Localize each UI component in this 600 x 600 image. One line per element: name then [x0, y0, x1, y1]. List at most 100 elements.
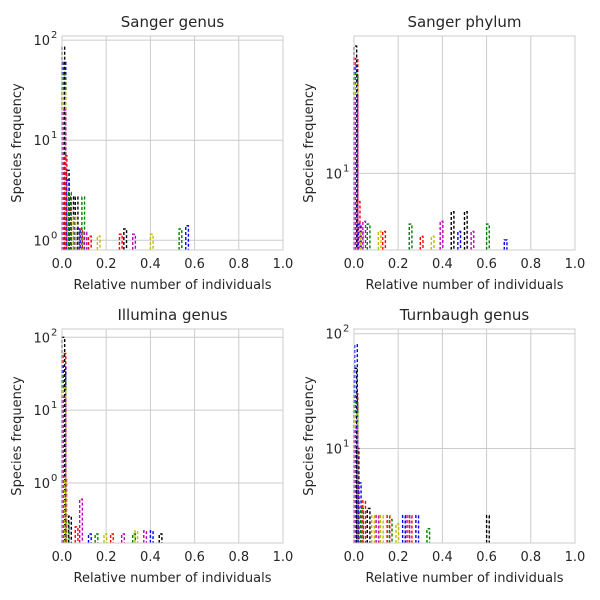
plot-frame: [353, 328, 576, 544]
histogram-bar: [67, 515, 72, 543]
histogram-bar: [134, 530, 139, 543]
chart-title: Sanger phylum: [407, 13, 521, 31]
histogram-bar: [375, 514, 380, 543]
y-tick-label: 10: [33, 331, 50, 346]
x-tick-label: 1.0: [273, 550, 294, 565]
histogram-bar: [470, 230, 475, 250]
histogram-bar: [149, 233, 154, 250]
histogram-bar: [354, 427, 359, 543]
y-tick-exponent: 1: [343, 438, 349, 449]
histogram-bar: [94, 533, 99, 543]
x-tick-label: 0.2: [96, 550, 117, 565]
x-axis-label: Relative number of individuals: [74, 278, 272, 293]
x-tick-label: 0.4: [432, 257, 453, 272]
y-tick-label: 10: [33, 34, 50, 49]
histogram-bar: [63, 476, 68, 543]
y-axis-label: Species frequency: [10, 376, 25, 496]
y-tick-exponent: 2: [51, 30, 57, 41]
histogram-bar: [395, 523, 400, 543]
x-tick-label: 0.0: [344, 550, 365, 565]
x-tick-label: 0.2: [96, 257, 117, 272]
histogram-bar: [370, 514, 376, 543]
y-tick-exponent: 1: [343, 163, 349, 174]
x-tick-label: 0.6: [476, 257, 497, 272]
histogram-bar: [463, 210, 468, 250]
chart-title: Sanger genus: [121, 13, 225, 31]
histogram-bar: [419, 235, 424, 250]
histogram-bar: [62, 396, 67, 543]
histogram-bar: [178, 228, 183, 250]
histogram-bar: [96, 235, 101, 250]
histogram-bar: [408, 514, 413, 543]
histogram-bar: [120, 533, 126, 543]
histogram-bar: [401, 514, 406, 543]
histogram-bar: [87, 235, 92, 250]
x-tick-label: 1.0: [565, 550, 586, 565]
y-tick-exponent: 1: [51, 130, 57, 141]
panel-sanger-phylum: Sanger phylum Relative number of individ…: [302, 13, 585, 293]
panel-turnbaugh-genus: Turnbaugh genus Relative number of indiv…: [302, 306, 585, 586]
histogram-bar: [78, 228, 84, 250]
x-axis-label: Relative number of individuals: [74, 571, 272, 586]
histogram-bar: [386, 514, 391, 543]
histogram-bar: [185, 224, 190, 250]
histogram-bar: [149, 530, 154, 543]
histogram-bar: [83, 231, 88, 250]
y-tick-exponent: 2: [51, 327, 57, 338]
y-tick-exponent: 0: [51, 473, 57, 484]
y-tick-label: 10: [33, 404, 50, 419]
histogram-bar: [118, 233, 123, 250]
histogram-bar: [123, 228, 128, 250]
y-tick-exponent: 2: [343, 324, 349, 335]
x-tick-label: 0.6: [476, 550, 497, 565]
x-tick-label: 0.8: [520, 550, 541, 565]
histogram-bar: [103, 533, 108, 543]
histogram-bar: [426, 527, 431, 543]
x-axis-label: Relative number of individuals: [366, 278, 564, 293]
histogram-bar: [62, 91, 67, 250]
histogram-bar: [388, 518, 393, 543]
plot-frame: [353, 35, 576, 251]
y-tick-exponent: 0: [51, 230, 57, 241]
histogram-bar: [439, 220, 444, 250]
y-tick-label: 10: [33, 234, 50, 249]
panel-illumina-genus: Illumina genus Relative number of indivi…: [10, 306, 293, 586]
x-tick-label: 0.2: [388, 257, 409, 272]
y-tick-label: 10: [33, 134, 50, 149]
y-tick-exponent: 1: [51, 400, 57, 411]
x-tick-label: 0.0: [52, 550, 73, 565]
chart-title: Turnbaugh genus: [399, 306, 530, 324]
y-tick-label: 10: [33, 477, 50, 492]
x-tick-label: 0.4: [140, 257, 161, 272]
histogram-bar: [406, 514, 411, 543]
histogram-bar: [457, 230, 462, 250]
histogram-bar: [362, 220, 367, 250]
histogram-bar: [143, 530, 148, 543]
x-tick-label: 1.0: [565, 257, 586, 272]
panel-sanger-genus: Sanger genus Relative number of individu…: [10, 13, 293, 293]
x-axis-label: Relative number of individuals: [366, 571, 564, 586]
x-tick-label: 0.4: [140, 550, 161, 565]
chart-title: Illumina genus: [117, 306, 227, 324]
x-tick-label: 0.6: [184, 257, 205, 272]
x-tick-label: 0.8: [520, 257, 541, 272]
x-tick-label: 0.4: [432, 550, 453, 565]
histogram-bar: [359, 230, 364, 250]
x-tick-label: 0.8: [228, 257, 249, 272]
plot-frame: [61, 328, 284, 544]
x-tick-label: 0.0: [344, 257, 365, 272]
histogram-bar: [379, 514, 384, 543]
histogram-bar: [377, 230, 382, 250]
histogram-bar: [76, 228, 81, 250]
histogram-bar: [356, 200, 361, 250]
histogram-bar: [87, 533, 92, 543]
histogram-bar: [132, 233, 137, 250]
x-tick-label: 1.0: [273, 257, 294, 272]
y-tick-label: 10: [325, 328, 342, 343]
histogram-bar: [132, 533, 137, 543]
histogram-bar: [485, 223, 490, 250]
histogram-bar: [74, 526, 79, 543]
histogram-bar: [67, 191, 72, 250]
histogram-bar: [62, 109, 67, 250]
